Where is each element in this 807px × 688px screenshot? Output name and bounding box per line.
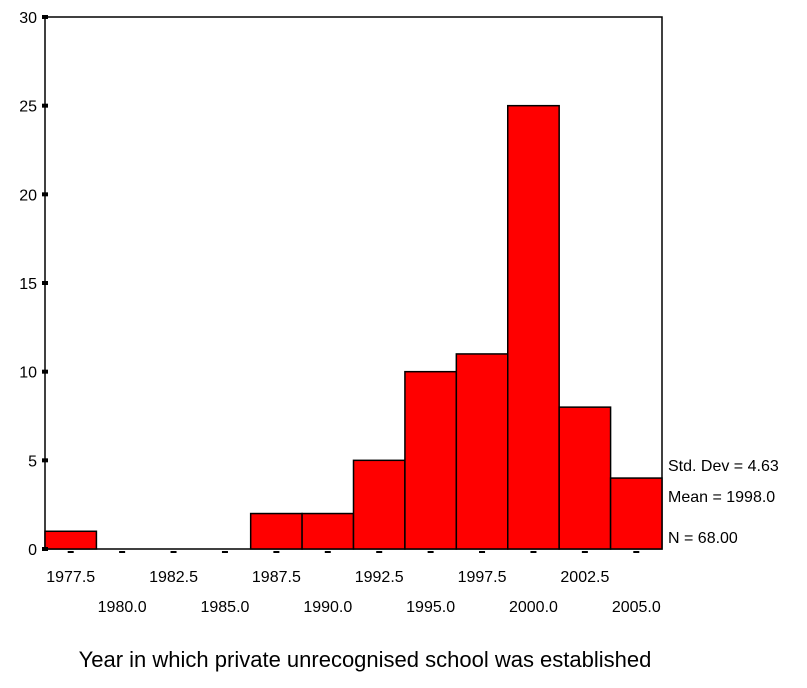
histogram-bar	[301, 512, 355, 550]
x-tick-mark	[170, 551, 177, 553]
x-tick-label: 1992.5	[355, 569, 404, 586]
x-tick-label: 1982.5	[149, 569, 198, 586]
y-tick-mark	[42, 369, 48, 374]
histogram-bar	[352, 459, 406, 550]
y-tick-label: 15	[19, 276, 37, 293]
x-tick-mark	[633, 551, 640, 553]
x-tick-label: 2002.5	[560, 569, 609, 586]
x-tick-mark	[67, 551, 74, 553]
y-tick-mark	[42, 192, 48, 197]
x-tick-mark	[273, 551, 280, 553]
histogram-bar	[558, 406, 612, 550]
bars-layer	[44, 104, 663, 550]
x-tick-mark	[581, 551, 588, 553]
x-tick-label: 1977.5	[46, 569, 95, 586]
stat-label: N = 68.00	[668, 530, 738, 547]
y-tick-label: 25	[19, 99, 37, 116]
x-tick-label: 1980.0	[98, 599, 147, 616]
x-tick-label: 1990.0	[303, 599, 352, 616]
y-tick-mark	[42, 15, 48, 19]
y-tick-label: 0	[28, 542, 37, 559]
y-tick-label: 30	[19, 10, 37, 27]
y-tick-label: 5	[28, 453, 37, 470]
y-tick-label: 20	[19, 187, 37, 204]
x-tick-label: 1985.0	[200, 599, 249, 616]
x-tick-label: 1987.5	[252, 569, 301, 586]
x-tick-mark	[530, 551, 537, 553]
y-tick-mark	[42, 103, 48, 108]
x-tick-mark	[479, 551, 486, 553]
histogram-bar	[44, 530, 98, 550]
x-tick-label: 2000.0	[509, 599, 558, 616]
ticks-layer: 0 5 10 15 20 25 30 1977.51980.01982.51985.01987…	[19, 10, 661, 616]
histogram-bar	[609, 477, 663, 550]
x-tick-mark	[221, 551, 228, 553]
x-tick-mark	[376, 551, 383, 553]
x-tick-mark	[119, 551, 126, 553]
x-tick-mark	[324, 551, 331, 553]
y-tick-label: 10	[19, 365, 37, 382]
x-tick-label: 1997.5	[458, 569, 507, 586]
stat-label: Std. Dev = 4.63	[668, 458, 779, 475]
histogram-bar	[249, 512, 303, 550]
histogram-bar	[507, 104, 560, 550]
histogram-bar	[404, 370, 458, 550]
histogram-bar	[455, 353, 509, 550]
x-tick-label: 1995.0	[406, 599, 455, 616]
x-axis-label: Year in which private unrecognised schoo…	[79, 647, 652, 672]
x-tick-label: 2005.0	[612, 599, 661, 616]
stat-label: Mean = 1998.0	[668, 489, 775, 506]
y-tick-mark	[42, 281, 48, 285]
stats-layer: Std. Dev = 4.63 Mean = 1998.0 N = 68.00	[668, 458, 779, 547]
y-tick-mark	[42, 547, 48, 551]
y-tick-mark	[42, 458, 48, 463]
x-tick-mark	[427, 551, 434, 553]
